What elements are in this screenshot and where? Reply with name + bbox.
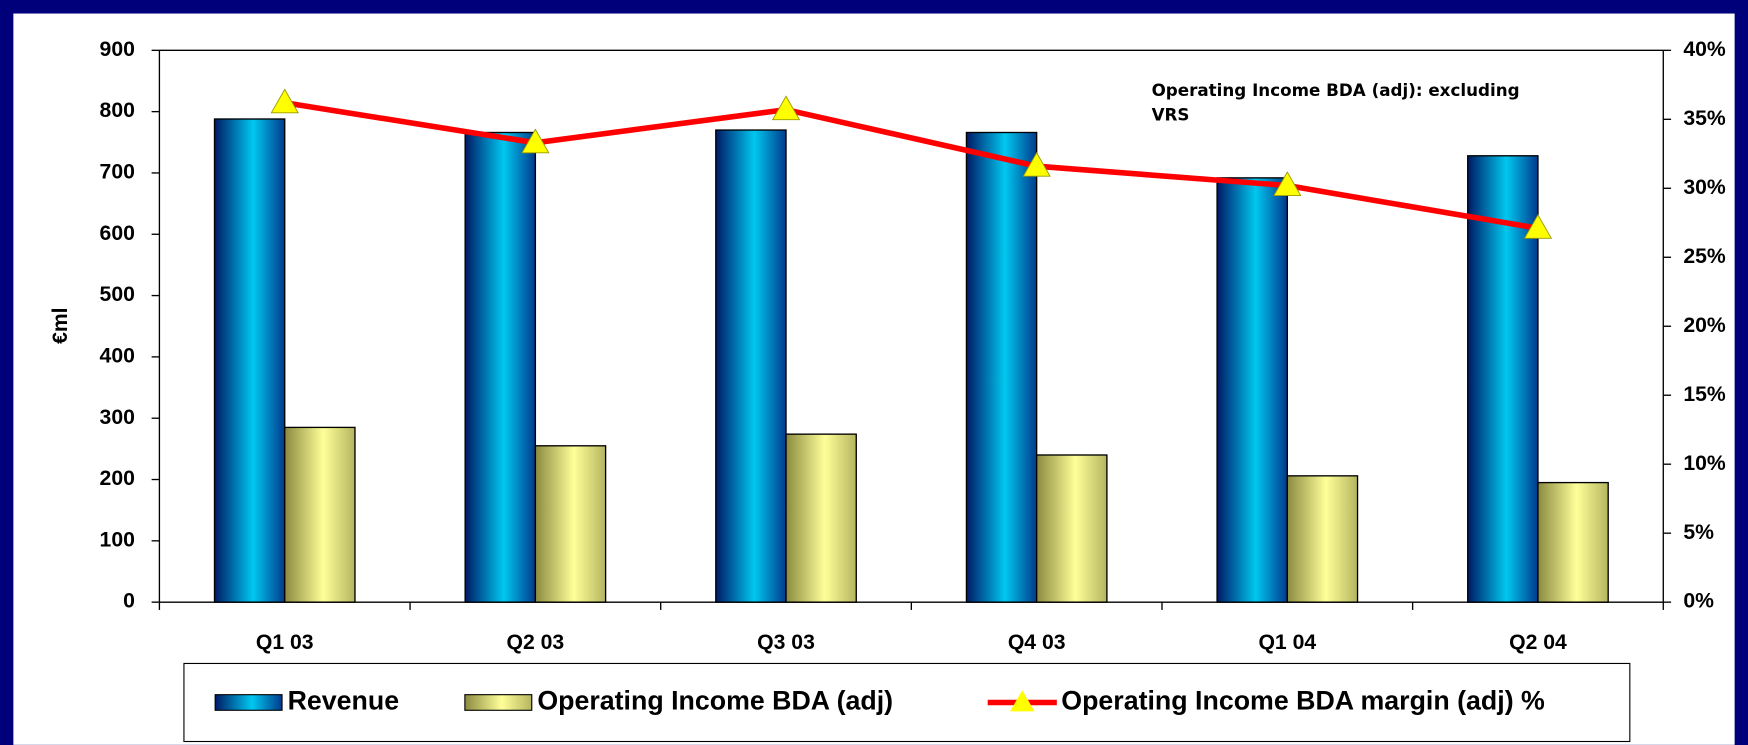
marker	[1022, 151, 1051, 177]
legend-label: Operating Income BDA margin (adj) %	[1061, 686, 1545, 716]
y2-tick-label: 0%	[1683, 590, 1714, 613]
marker	[270, 88, 299, 114]
x-tick-label: Q1 03	[256, 631, 314, 654]
y-tick-label: 300	[100, 406, 135, 429]
bar	[715, 129, 787, 603]
x-tick-label: Q3 03	[757, 631, 815, 654]
annotation: Operating Income BDA (adj): excluding VR…	[1151, 80, 1520, 126]
y2-tick-label: 10%	[1683, 452, 1726, 475]
legend-swatch	[464, 694, 533, 711]
y2-tick-label: 15%	[1683, 383, 1726, 406]
y-axis-label: €ml	[49, 307, 72, 343]
x-tick-label: Q2 04	[1509, 631, 1567, 654]
marker	[771, 95, 801, 121]
bar	[213, 118, 286, 603]
y-tick-label: 500	[100, 283, 135, 306]
y-tick-label: 400	[100, 344, 135, 367]
bar	[1537, 481, 1609, 603]
bar	[284, 426, 356, 603]
y2-tick-label: 35%	[1683, 107, 1726, 130]
legend-label: Revenue	[288, 686, 400, 716]
bar	[464, 131, 537, 603]
y-tick-label: 0	[123, 590, 135, 613]
y-tick-label: 200	[100, 467, 135, 490]
y2-tick-label: 40%	[1683, 38, 1726, 61]
x-tick-label: Q4 03	[1008, 631, 1066, 654]
bar	[1035, 454, 1108, 603]
bar	[534, 445, 607, 603]
marker	[521, 128, 550, 154]
x-tick-label: Q1 04	[1258, 631, 1316, 654]
legend-label: Operating Income BDA (adj)	[537, 686, 893, 716]
marker	[1273, 171, 1302, 196]
line	[284, 99, 1539, 232]
bar	[965, 131, 1038, 603]
marker	[1523, 214, 1553, 239]
y-tick-label: 100	[100, 528, 135, 551]
bar	[1286, 475, 1359, 603]
bar	[785, 433, 857, 603]
bar	[1467, 155, 1539, 603]
annotation-box: Operating Income BDA (adj): excluding VR…	[1151, 80, 1520, 126]
legend-box	[183, 662, 1631, 743]
y2-tick-label: 20%	[1683, 314, 1726, 337]
y-tick-label: 700	[100, 161, 135, 184]
legend-marker	[1010, 690, 1035, 712]
bar	[1216, 177, 1288, 603]
y2-tick-label: 5%	[1683, 521, 1714, 544]
x-tick-label: Q2 03	[507, 631, 565, 654]
y-tick-label: 900	[100, 38, 135, 61]
y2-tick-label: 30%	[1683, 176, 1726, 199]
panel	[13, 13, 1735, 745]
y2-tick-label: 25%	[1683, 245, 1726, 268]
legend-swatch	[214, 694, 283, 711]
y-tick-label: 800	[100, 99, 135, 122]
y-tick-label: 600	[100, 222, 135, 245]
